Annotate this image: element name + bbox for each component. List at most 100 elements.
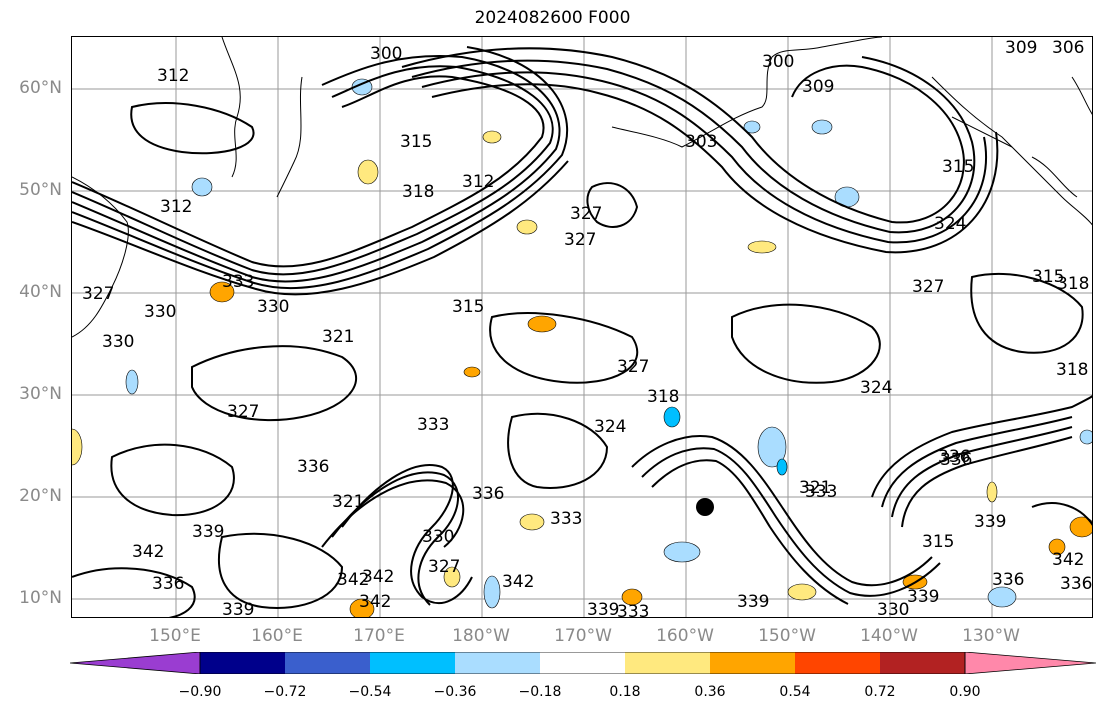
contour-label: 336 xyxy=(1060,574,1092,594)
longitude-label: 170°E xyxy=(353,626,405,646)
contour-label: 315 xyxy=(942,157,974,177)
latitude-label: 40°N xyxy=(19,282,62,302)
map-panel: 300 309 306 300 312 315 309 303 318 312 … xyxy=(71,36,1093,618)
colorbar-tick-label: −0.36 xyxy=(433,684,477,700)
contour-label: 312 xyxy=(160,197,192,217)
storm-center-marker xyxy=(696,498,714,516)
colorbar-tick-label: 0.72 xyxy=(864,684,896,700)
contour-label: 318 xyxy=(1057,274,1089,294)
map-canvas: 300 309 306 300 312 315 309 303 318 312 … xyxy=(72,37,1092,618)
contour-label: 336 xyxy=(992,570,1024,590)
contour-label: 327 xyxy=(570,204,602,224)
contour-label: 333 xyxy=(550,509,582,529)
longitude-label: 160°E xyxy=(251,626,303,646)
contour-label: 324 xyxy=(594,417,626,437)
graticule xyxy=(72,37,1092,617)
colorbar-segment xyxy=(70,652,201,674)
contour-label: 339 xyxy=(737,592,769,612)
longitude-label: 180°W xyxy=(452,626,510,646)
contour-label: 336 xyxy=(152,574,184,594)
contour-label: 333 xyxy=(617,602,649,618)
colorbar xyxy=(70,652,1096,674)
contour-label: 306 xyxy=(1052,38,1084,58)
colorbar-segment xyxy=(540,652,625,674)
contour-label: 321 xyxy=(332,492,364,512)
contour-label: 327 xyxy=(617,357,649,377)
colorbar-tick-label: 0.18 xyxy=(609,684,641,700)
colorbar-segment xyxy=(625,652,710,674)
latitude-label: 20°N xyxy=(19,486,62,506)
contour-label: 300 xyxy=(370,44,402,64)
contour-lines xyxy=(72,46,1092,617)
colorbar-tick-label: 0.90 xyxy=(949,684,981,700)
contour-label: 342 xyxy=(132,542,164,562)
contour-label: 330 xyxy=(257,297,289,317)
contour-label: 342 xyxy=(362,567,394,587)
colorbar-tick-label: −0.54 xyxy=(348,684,392,700)
colorbar-segment xyxy=(285,652,370,674)
longitude-label: 160°W xyxy=(656,626,714,646)
contour-label: 309 xyxy=(802,77,834,97)
contour-label: 312 xyxy=(462,172,494,192)
contour-label: 330 xyxy=(144,302,176,322)
contour-label: 339 xyxy=(587,600,619,618)
contour-label: 327 xyxy=(82,284,114,304)
contour-label: 333 xyxy=(805,482,837,502)
latitude-label: 60°N xyxy=(19,78,62,98)
longitude-label: 150°E xyxy=(149,626,201,646)
colorbar-tick-label: −0.72 xyxy=(263,684,307,700)
longitude-label: 140°W xyxy=(860,626,918,646)
coastlines xyxy=(72,37,1092,338)
contour-label: 342 xyxy=(359,592,391,612)
contour-label: 312 xyxy=(157,66,189,86)
contour-label: 330 xyxy=(102,332,134,352)
contour-label: 321 xyxy=(799,478,831,498)
contour-label: 324 xyxy=(860,378,892,398)
colorbar-segment xyxy=(370,652,455,674)
longitude-label: 130°W xyxy=(962,626,1020,646)
latitude-label: 10°N xyxy=(19,588,62,608)
contour-label: 318 xyxy=(402,182,434,202)
contour-label: 342 xyxy=(337,570,369,590)
colorbar-segment xyxy=(964,652,1096,674)
contour-label: 336 xyxy=(940,450,972,470)
contour-label: 327 xyxy=(428,557,460,577)
contour-label: 333 xyxy=(417,415,449,435)
contour-label: 330 xyxy=(422,527,454,547)
contour-label: 321 xyxy=(322,327,354,347)
contour-label: 327 xyxy=(227,402,259,422)
anomaly-shading xyxy=(72,78,1092,617)
contour-label: 315 xyxy=(400,132,432,152)
contour-label: 336 xyxy=(297,457,329,477)
contour-label: 342 xyxy=(1052,550,1084,570)
colorbar-tick-label: 0.54 xyxy=(779,684,811,700)
contour-label: 333 xyxy=(222,272,254,292)
contour-label: 336 xyxy=(938,447,970,467)
contour-label: 315 xyxy=(1032,267,1064,287)
longitude-label: 170°W xyxy=(554,626,612,646)
contour-label: 339 xyxy=(192,522,224,542)
contour-label: 327 xyxy=(912,277,944,297)
contour-label: 330 xyxy=(877,600,909,618)
colorbar-segment xyxy=(710,652,795,674)
contour-label: 315 xyxy=(922,532,954,552)
map-title: 2024082600 F000 xyxy=(474,8,631,28)
contour-label: 315 xyxy=(452,297,484,317)
contour-labels: 300 309 306 300 312 315 309 303 318 312 … xyxy=(82,38,1092,618)
contour-label: 336 xyxy=(472,484,504,504)
colorbar-segment xyxy=(200,652,285,674)
colorbar-segment xyxy=(880,652,965,674)
colorbar-tick-label: −0.18 xyxy=(518,684,562,700)
contour-label: 327 xyxy=(564,230,596,250)
longitude-label: 150°W xyxy=(758,626,816,646)
colorbar-segment xyxy=(795,652,880,674)
latitude-label: 50°N xyxy=(19,180,62,200)
contour-label: 318 xyxy=(1056,360,1088,380)
latitude-label: 30°N xyxy=(19,384,62,404)
contour-label: 324 xyxy=(934,214,966,234)
colorbar-tick-label: −0.90 xyxy=(178,684,222,700)
colorbar-tick-label: 0.36 xyxy=(694,684,726,700)
contour-label: 303 xyxy=(685,132,717,152)
contour-label: 339 xyxy=(222,600,254,618)
contour-label: 342 xyxy=(502,572,534,592)
